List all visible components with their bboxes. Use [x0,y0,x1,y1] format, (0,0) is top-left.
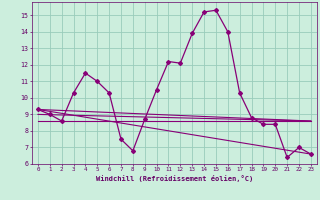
X-axis label: Windchill (Refroidissement éolien,°C): Windchill (Refroidissement éolien,°C) [96,175,253,182]
